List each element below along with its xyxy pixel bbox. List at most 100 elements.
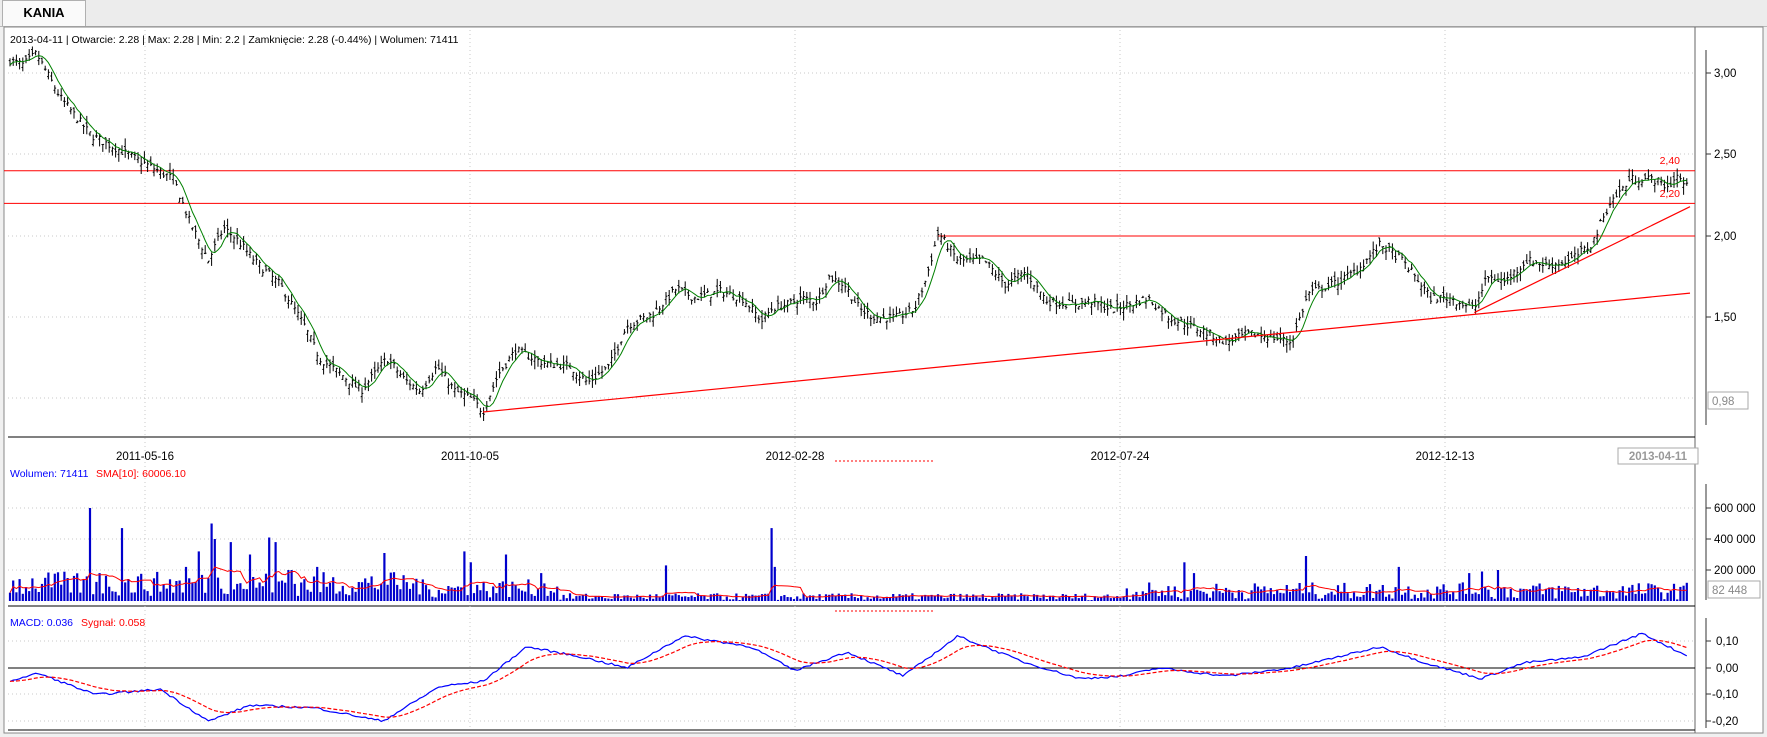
volume-bar [1580,596,1583,601]
volume-bar [626,595,629,601]
price-tick-150: 1,50 [1714,312,1736,324]
volume-bar [1640,593,1644,601]
volume-bar [687,597,690,601]
volume-bar [1116,596,1119,601]
volume-bar [732,599,735,601]
volume-bar [1256,586,1260,601]
volume-bar [920,595,924,601]
volume-bar [504,554,508,601]
volume-bar [876,595,879,601]
volume-bar [959,593,962,601]
volume-bar [594,595,597,601]
volume-bar [1372,598,1375,601]
volume-bar [1573,592,1576,601]
macd-tick-neg010: -0,10 [1712,689,1738,701]
volume-bar [280,580,284,601]
volume-bar [1077,598,1080,601]
volume-bar [757,595,760,601]
volume-bar [700,595,703,601]
volume-bar [1624,595,1628,601]
volume-bar [255,587,258,601]
volume-tick-200k: 200 000 [1714,565,1756,577]
volume-bar [1228,589,1231,601]
volume-bar [1464,593,1468,601]
volume-bar [197,551,200,601]
volume-bar [1570,592,1573,601]
volume-bar [79,592,82,601]
volume-bar [655,594,658,601]
volume-bar [1128,599,1132,601]
volume-bar [88,508,92,601]
volume-bar [1276,589,1279,601]
stock-chart[interactable]: 2013-04-11 | Otwarcie: 2.28 | Max: 2.28 … [0,26,1767,737]
volume-tick-600k: 600 000 [1714,503,1756,515]
volume-bar [725,596,728,601]
volume-bar [1468,573,1471,601]
volume-bar [1503,587,1506,601]
volume-bar [572,598,575,601]
date-tick-3: 2012-02-28 [766,451,825,463]
volume-bar [453,587,456,601]
volume-bar [1218,591,1221,601]
date-axis: 2011-05-16 2011-10-05 2012-02-28 2012-07… [116,447,1699,465]
volume-bar [220,588,223,601]
volume-bar [536,588,540,601]
volume-bar [1605,590,1608,601]
volume-bar [181,592,184,601]
volume-bar [1538,583,1541,601]
volume-bar [1215,583,1218,601]
volume-bar [1676,599,1679,601]
volume-bar [1186,597,1189,601]
volume-bar [1490,597,1493,601]
volume-bar [357,582,360,601]
volume-bar [175,581,178,601]
volume-bar [1599,596,1602,601]
volume-bar [1122,596,1125,601]
volume-bar [1026,596,1029,601]
volume-bar [808,595,812,601]
volume-bar [1237,590,1240,601]
horizontal-levels [4,170,1695,237]
volume-bar [1244,599,1247,601]
volume-bar [1432,598,1436,601]
volume-bar [1317,598,1320,601]
volume-label: Wolumen: 71411 [10,468,89,480]
volume-bar [748,595,751,601]
volume-bar [1324,594,1327,601]
volume-bar [1548,587,1551,601]
volume-bar [1093,596,1096,601]
volume-bar [1634,593,1637,601]
price-y-axis: 3,00 2,50 2,00 1,50 0,98 [1705,50,1749,425]
volume-bar [21,593,24,601]
volume-bar [949,594,952,601]
volume-bar [818,594,821,601]
volume-bar [306,589,309,601]
volume-bar [879,598,882,601]
volume-bar [63,571,66,601]
volume-bar [1205,593,1208,601]
volume-bar [143,589,146,601]
volume-bar [133,592,136,601]
volume-bar [200,574,204,601]
volume-bar [140,573,143,601]
volume-bar [943,598,946,601]
volume-bar [754,595,757,601]
volume-bar [1557,585,1560,601]
volume-bar [690,595,693,601]
volume-bar [1103,595,1106,601]
price-tick-250: 2,50 [1714,149,1736,161]
volume-bar [69,592,72,601]
volume-bar [498,583,501,601]
volume-bar [469,562,472,602]
volume-bar [1429,594,1432,601]
volume-bar [15,592,18,601]
volume-bar [802,593,805,601]
volume-bar [1343,582,1346,601]
volume-bar [392,572,396,601]
volume-bar [117,595,120,601]
volume-bar [325,586,328,601]
tab-kania[interactable]: KANIA [2,0,86,26]
volume-bar [440,593,444,601]
volume-bar [252,577,255,601]
volume-bar [1032,594,1036,601]
